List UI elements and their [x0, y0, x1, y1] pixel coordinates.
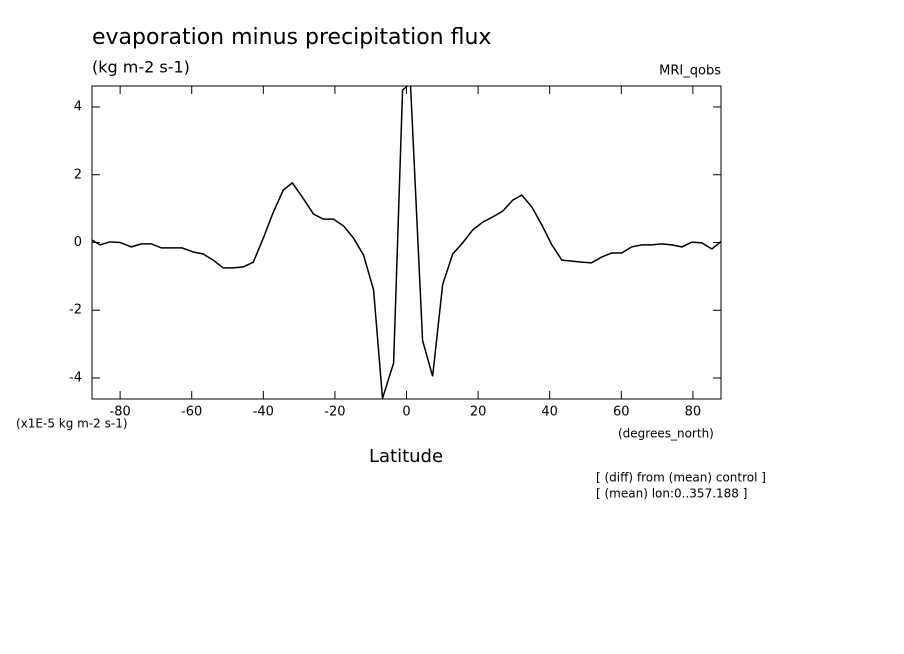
y-tick-label: -2	[69, 303, 82, 318]
x-tick-label: -20	[324, 405, 345, 420]
y-axis-label: (x1E-5 kg m-2 s-1)	[16, 417, 128, 431]
y-tick-label: 4	[74, 100, 82, 115]
plot-frame	[91, 85, 722, 400]
x-tick-label: -60	[181, 405, 202, 420]
x-tick-label: 20	[470, 405, 487, 420]
data-line	[92, 86, 721, 399]
x-tick-label: 0	[402, 405, 410, 420]
y-tick-label: 2	[74, 167, 82, 182]
x-tick-label: 60	[613, 405, 630, 420]
x-tick-label: -80	[110, 405, 131, 420]
x-units-label: (degrees_north)	[618, 427, 714, 441]
note: [ (diff) from (mean) control ]	[596, 471, 766, 485]
x-tick-label: 80	[685, 405, 702, 420]
chart-title: evaporation minus precipitation flux	[92, 25, 491, 50]
y-tick-label: 0	[74, 235, 82, 250]
chart-subtitle: (kg m-2 s-1)	[92, 58, 190, 77]
x-tick-label: -40	[253, 405, 274, 420]
y-tick-label: -4	[69, 370, 82, 385]
dataset-label: MRI_qobs	[659, 64, 721, 79]
x-tick-label: 40	[541, 405, 558, 420]
note: [ (mean) lon:0..357.188 ]	[596, 487, 747, 501]
x-axis-label: Latitude	[369, 446, 443, 467]
